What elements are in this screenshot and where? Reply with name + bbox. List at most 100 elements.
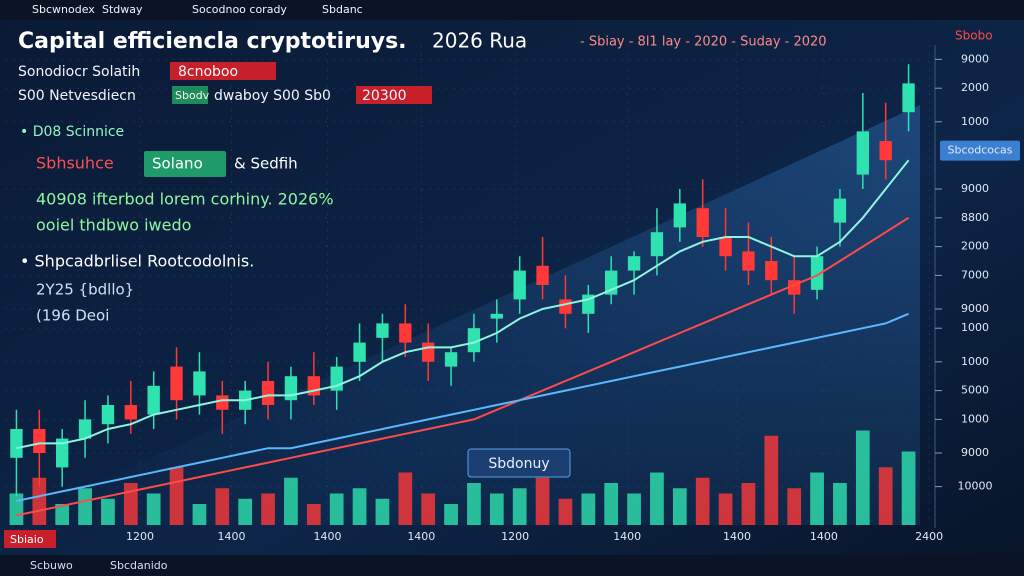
moving-average [16, 159, 910, 450]
header-text: Sonodiocr Solatih [18, 64, 140, 80]
candle-body [147, 385, 160, 415]
title: Capital efficiencla cryptotiruys. [18, 29, 407, 54]
badge [172, 86, 208, 104]
menu-item[interactable]: Stdway [102, 3, 143, 16]
candle-body [216, 395, 229, 410]
badge-text: 20300 [362, 88, 407, 104]
annotation: 40908 ifterbod lorem corhiny. 2026% [36, 190, 334, 209]
y-tick-label: 9000 [961, 302, 989, 315]
y-tick-label: 8800 [961, 211, 989, 224]
price-badge-label: Sbcodcocas [947, 144, 1012, 157]
volume-bar [672, 488, 687, 525]
volume-bar [398, 472, 413, 525]
candle-body [833, 198, 847, 223]
volume-bar [581, 493, 596, 525]
candle-body [170, 366, 183, 401]
status-text: Scbuwo [30, 559, 73, 572]
volume-bar [306, 504, 321, 525]
candle-body [422, 342, 435, 362]
annotation: Sbhsuhce [36, 154, 114, 173]
x-tick-label: 1400 [723, 530, 751, 543]
candle-body [467, 328, 481, 353]
volume-bar [55, 504, 70, 525]
y-tick-label: 1000 [961, 355, 989, 368]
badge[interactable] [144, 151, 226, 177]
y-tick-label: 9000 [961, 446, 989, 459]
price-badge [940, 140, 1020, 161]
candle-body [719, 237, 732, 257]
volume-bar [787, 488, 802, 525]
y-tick-label: 1000 [961, 115, 989, 128]
volume-bar [32, 477, 47, 525]
candle-body [536, 265, 549, 285]
title-tag: 2026 Rua [432, 29, 527, 53]
candle-body [10, 429, 23, 458]
candle-body [879, 141, 892, 161]
volume-bar [650, 472, 664, 525]
center-label[interactable]: Sbdonuy [488, 456, 549, 472]
glow-area [5, 105, 920, 525]
volume-bar [329, 493, 344, 525]
candle-body [673, 203, 686, 228]
volume-bar [764, 435, 779, 525]
x-tick-label: 1400 [810, 530, 838, 543]
volume-bar [833, 483, 847, 525]
candle-body [856, 131, 869, 175]
volume-bar [9, 493, 24, 525]
y-tick-label: 2000 [961, 81, 989, 94]
volume-bar [512, 488, 527, 525]
menu-item[interactable]: Sbcwnodex [32, 3, 95, 16]
annotation: & Sedfih [234, 155, 298, 173]
volume-bar [421, 493, 436, 525]
volume-bar [604, 483, 619, 525]
candle-body [284, 376, 298, 401]
center-box[interactable] [467, 448, 571, 478]
x-tick-label: 2400 [915, 530, 943, 543]
candle-body [56, 438, 69, 468]
badge [356, 86, 432, 104]
volume-bar [535, 477, 550, 525]
badge-text: 8cnoboo [178, 64, 238, 80]
annotation[interactable]: Solano [152, 155, 203, 173]
candle-body [513, 270, 526, 300]
candle-body [650, 232, 664, 257]
x-tick-label: 1400 [613, 530, 641, 543]
candle-body [353, 342, 366, 362]
badge [170, 62, 276, 80]
candle-body [696, 208, 709, 237]
corner-label: Sbobo [955, 29, 993, 43]
status-text: Sbcdanido [110, 559, 168, 572]
candle-body [33, 429, 46, 453]
menu-item[interactable]: Socodnoo corady [192, 3, 287, 16]
volume-bar [284, 477, 298, 525]
volume-bar [627, 493, 641, 525]
y-tick-label: 1000 [961, 412, 989, 425]
volume-bar [741, 483, 756, 525]
y-tick-label: 7000 [961, 268, 989, 281]
candle-body [124, 405, 137, 420]
status-text: Sbiaio [10, 533, 44, 546]
badge [4, 530, 56, 548]
x-tick-label: 1400 [217, 530, 245, 543]
volume-bar [855, 430, 870, 525]
volume-bar [718, 493, 733, 525]
volume-bar [375, 498, 390, 525]
volume-bar [146, 493, 161, 525]
moving-average [16, 312, 909, 502]
x-tick-label: 1200 [126, 530, 154, 543]
volume-bar [558, 498, 573, 525]
volume-bar [878, 467, 893, 525]
annotation: 2Y25 {bdllo} [36, 281, 134, 299]
menu-item[interactable]: Sbdanc [322, 3, 363, 16]
x-tick-label: 1400 [407, 530, 435, 543]
x-tick-label: 1200 [501, 530, 529, 543]
y-tick-label: 1000 [961, 321, 989, 334]
y-tick-label: 9000 [961, 182, 989, 195]
y-tick-label: 5000 [961, 384, 989, 397]
candle-body [810, 256, 824, 290]
header-text: dwaboy S00 Sb0 [214, 88, 331, 104]
y-tick-label: 9000 [961, 52, 989, 65]
volume-bar [444, 504, 458, 525]
header-text: S00 Netvesdiecn [18, 88, 136, 104]
